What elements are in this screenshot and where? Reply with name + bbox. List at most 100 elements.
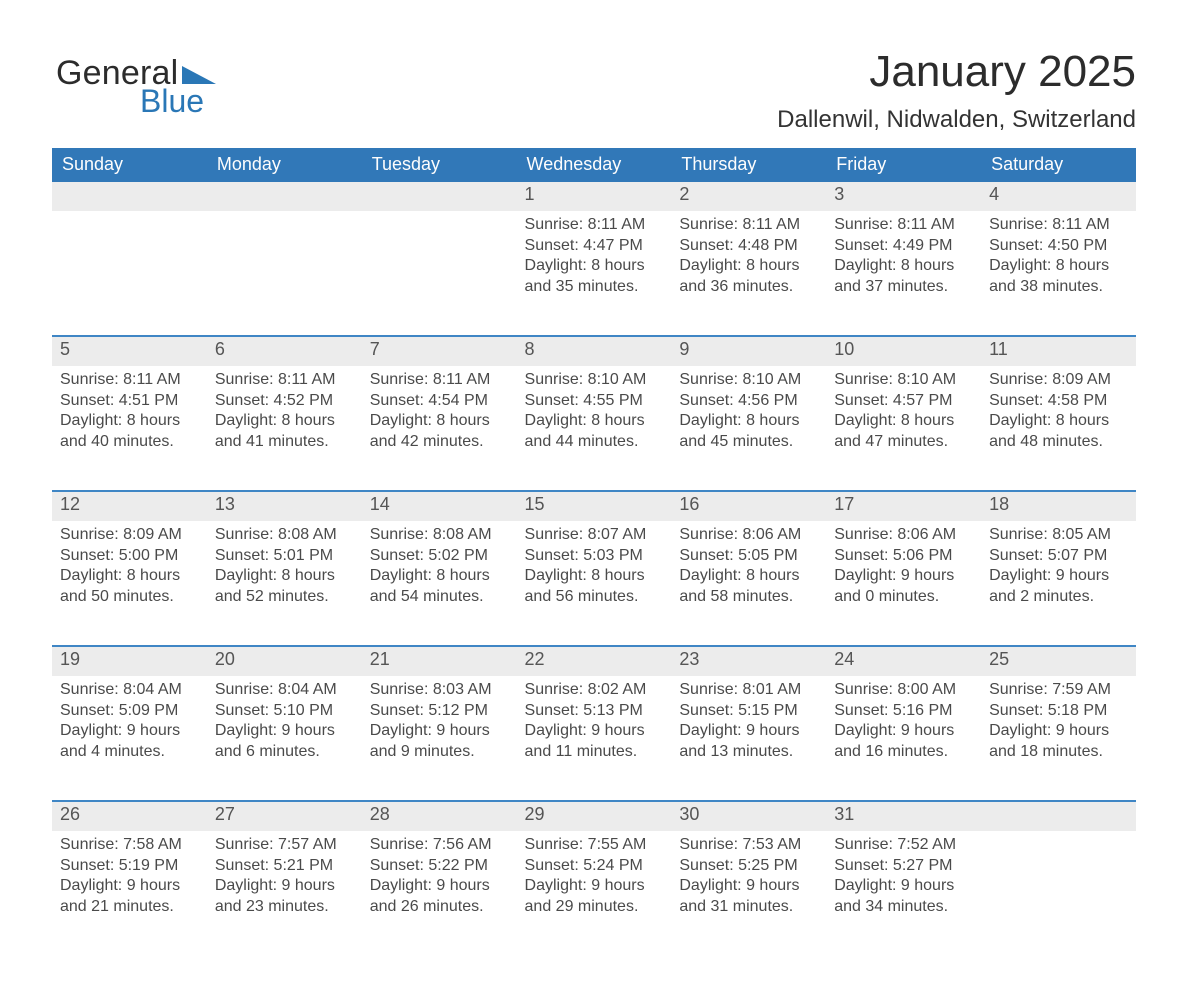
- day-content-cell: Sunrise: 7:52 AMSunset: 5:27 PMDaylight:…: [826, 831, 981, 955]
- day-number-cell: 16: [671, 491, 826, 521]
- sunset-text: Sunset: 5:22 PM: [370, 856, 509, 876]
- sunrise-text: Sunrise: 7:52 AM: [834, 835, 973, 855]
- sunrise-text: Sunrise: 8:01 AM: [679, 680, 818, 700]
- daylight-text-1: Daylight: 9 hours: [834, 876, 973, 896]
- day-header: Friday: [826, 148, 981, 182]
- daylight-text-2: and 9 minutes.: [370, 742, 509, 762]
- day-number-cell: 28: [362, 801, 517, 831]
- daylight-text-1: Daylight: 9 hours: [989, 721, 1128, 741]
- sunrise-text: Sunrise: 8:11 AM: [215, 370, 354, 390]
- sunset-text: Sunset: 4:51 PM: [60, 391, 199, 411]
- day-header: Saturday: [981, 148, 1136, 182]
- daylight-text-2: and 37 minutes.: [834, 277, 973, 297]
- day-number-cell: 11: [981, 336, 1136, 366]
- day-content-cell: Sunrise: 7:59 AMSunset: 5:18 PMDaylight:…: [981, 676, 1136, 801]
- day-content-cell: Sunrise: 8:00 AMSunset: 5:16 PMDaylight:…: [826, 676, 981, 801]
- daylight-text-2: and 58 minutes.: [679, 587, 818, 607]
- daylight-text-2: and 48 minutes.: [989, 432, 1128, 452]
- sunset-text: Sunset: 5:13 PM: [525, 701, 664, 721]
- daylight-text-2: and 16 minutes.: [834, 742, 973, 762]
- day-number-cell: 19: [52, 646, 207, 676]
- sunrise-text: Sunrise: 8:11 AM: [834, 215, 973, 235]
- daylight-text-2: and 4 minutes.: [60, 742, 199, 762]
- day-number-cell: 20: [207, 646, 362, 676]
- day-number-cell: 12: [52, 491, 207, 521]
- daylight-text-1: Daylight: 9 hours: [834, 721, 973, 741]
- daylight-text-2: and 45 minutes.: [679, 432, 818, 452]
- daylight-text-1: Daylight: 9 hours: [525, 876, 664, 896]
- daylight-text-2: and 38 minutes.: [989, 277, 1128, 297]
- sunset-text: Sunset: 4:52 PM: [215, 391, 354, 411]
- day-number-cell: 23: [671, 646, 826, 676]
- sunrise-text: Sunrise: 8:08 AM: [215, 525, 354, 545]
- sunset-text: Sunset: 5:18 PM: [989, 701, 1128, 721]
- day-number-cell: 30: [671, 801, 826, 831]
- day-content-cell: Sunrise: 8:06 AMSunset: 5:05 PMDaylight:…: [671, 521, 826, 646]
- day-number-cell: 24: [826, 646, 981, 676]
- daylight-text-2: and 50 minutes.: [60, 587, 199, 607]
- day-content-cell: Sunrise: 8:02 AMSunset: 5:13 PMDaylight:…: [517, 676, 672, 801]
- daylight-text-2: and 0 minutes.: [834, 587, 973, 607]
- day-content-cell: Sunrise: 8:06 AMSunset: 5:06 PMDaylight:…: [826, 521, 981, 646]
- day-content-cell: Sunrise: 8:09 AMSunset: 5:00 PMDaylight:…: [52, 521, 207, 646]
- calendar-table: Sunday Monday Tuesday Wednesday Thursday…: [52, 148, 1136, 955]
- daylight-text-1: Daylight: 8 hours: [60, 411, 199, 431]
- sunset-text: Sunset: 5:01 PM: [215, 546, 354, 566]
- sunrise-text: Sunrise: 8:11 AM: [370, 370, 509, 390]
- day-number-cell: 13: [207, 491, 362, 521]
- daylight-text-2: and 18 minutes.: [989, 742, 1128, 762]
- daylight-text-2: and 6 minutes.: [215, 742, 354, 762]
- daylight-text-1: Daylight: 9 hours: [60, 721, 199, 741]
- sunset-text: Sunset: 4:54 PM: [370, 391, 509, 411]
- day-number-cell: 27: [207, 801, 362, 831]
- sunrise-text: Sunrise: 7:57 AM: [215, 835, 354, 855]
- day-header: Tuesday: [362, 148, 517, 182]
- daylight-text-2: and 34 minutes.: [834, 897, 973, 917]
- daylight-text-1: Daylight: 8 hours: [525, 256, 664, 276]
- week-daynum-row: 1234: [52, 182, 1136, 211]
- day-number-cell: [207, 182, 362, 211]
- sunrise-text: Sunrise: 7:53 AM: [679, 835, 818, 855]
- daylight-text-1: Daylight: 9 hours: [679, 876, 818, 896]
- daylight-text-1: Daylight: 9 hours: [60, 876, 199, 896]
- daylight-text-1: Daylight: 8 hours: [215, 566, 354, 586]
- sunrise-text: Sunrise: 7:55 AM: [525, 835, 664, 855]
- daylight-text-2: and 2 minutes.: [989, 587, 1128, 607]
- day-number-cell: 1: [517, 182, 672, 211]
- sunset-text: Sunset: 5:21 PM: [215, 856, 354, 876]
- day-number-cell: 5: [52, 336, 207, 366]
- daylight-text-1: Daylight: 9 hours: [370, 876, 509, 896]
- month-title: January 2025: [777, 48, 1136, 96]
- sunset-text: Sunset: 5:19 PM: [60, 856, 199, 876]
- sunset-text: Sunset: 5:06 PM: [834, 546, 973, 566]
- day-content-cell: Sunrise: 8:04 AMSunset: 5:09 PMDaylight:…: [52, 676, 207, 801]
- sunset-text: Sunset: 5:07 PM: [989, 546, 1128, 566]
- sunrise-text: Sunrise: 8:10 AM: [525, 370, 664, 390]
- day-content-cell: Sunrise: 8:10 AMSunset: 4:56 PMDaylight:…: [671, 366, 826, 491]
- sunrise-text: Sunrise: 7:58 AM: [60, 835, 199, 855]
- sunrise-text: Sunrise: 8:00 AM: [834, 680, 973, 700]
- sunrise-text: Sunrise: 8:08 AM: [370, 525, 509, 545]
- day-number-cell: 4: [981, 182, 1136, 211]
- header-row: General Blue January 2025 Dallenwil, Nid…: [52, 48, 1136, 134]
- sunset-text: Sunset: 5:10 PM: [215, 701, 354, 721]
- day-content-cell: Sunrise: 8:08 AMSunset: 5:01 PMDaylight:…: [207, 521, 362, 646]
- daylight-text-1: Daylight: 9 hours: [989, 566, 1128, 586]
- day-number-cell: 15: [517, 491, 672, 521]
- sunrise-text: Sunrise: 8:10 AM: [679, 370, 818, 390]
- day-content-cell: Sunrise: 7:57 AMSunset: 5:21 PMDaylight:…: [207, 831, 362, 955]
- week-content-row: Sunrise: 8:09 AMSunset: 5:00 PMDaylight:…: [52, 521, 1136, 646]
- daylight-text-1: Daylight: 8 hours: [834, 256, 973, 276]
- day-number-cell: 31: [826, 801, 981, 831]
- sunset-text: Sunset: 5:24 PM: [525, 856, 664, 876]
- daylight-text-2: and 13 minutes.: [679, 742, 818, 762]
- sunset-text: Sunset: 4:50 PM: [989, 236, 1128, 256]
- location-text: Dallenwil, Nidwalden, Switzerland: [777, 106, 1136, 134]
- day-content-cell: Sunrise: 8:05 AMSunset: 5:07 PMDaylight:…: [981, 521, 1136, 646]
- sunset-text: Sunset: 4:56 PM: [679, 391, 818, 411]
- daylight-text-1: Daylight: 8 hours: [60, 566, 199, 586]
- sunset-text: Sunset: 5:00 PM: [60, 546, 199, 566]
- calendar-page: General Blue January 2025 Dallenwil, Nid…: [0, 0, 1188, 995]
- sunrise-text: Sunrise: 8:10 AM: [834, 370, 973, 390]
- day-number-cell: 10: [826, 336, 981, 366]
